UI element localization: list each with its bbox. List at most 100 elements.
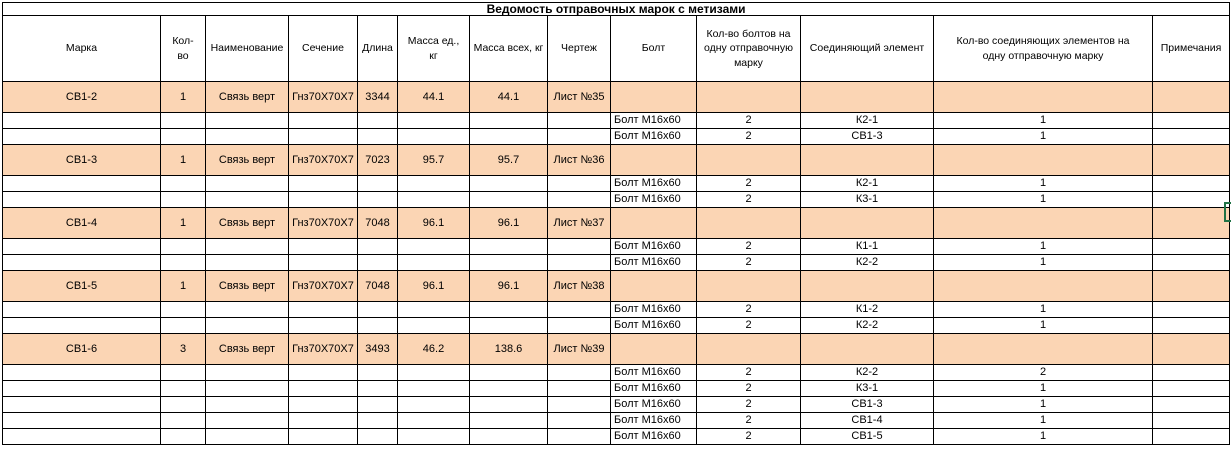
- cell-length[interactable]: [357, 191, 398, 208]
- cell-name[interactable]: [205, 380, 289, 397]
- cell-bolt[interactable]: Болт М16х60: [610, 238, 697, 255]
- cell-length[interactable]: [357, 238, 398, 255]
- cell-length[interactable]: 3493: [357, 333, 398, 365]
- cell-name[interactable]: [205, 396, 289, 413]
- cell-section[interactable]: [288, 128, 358, 145]
- cell-qty[interactable]: 1: [160, 270, 206, 302]
- cell-bolt[interactable]: [610, 81, 697, 113]
- cell-length[interactable]: 7023: [357, 144, 398, 176]
- cell-unit-mass[interactable]: 95.7: [397, 144, 470, 176]
- column-header-element[interactable]: Соединяющий элемент: [800, 15, 934, 82]
- cell-bolt-qty[interactable]: 2: [696, 428, 801, 445]
- column-header-section[interactable]: Сечение: [288, 15, 358, 82]
- cell-bolt[interactable]: Болт М16х60: [610, 112, 697, 129]
- cell-marka[interactable]: [2, 317, 161, 334]
- cell-length[interactable]: 7048: [357, 207, 398, 239]
- cell-element-qty[interactable]: [933, 207, 1153, 239]
- cell-note[interactable]: [1151, 428, 1231, 445]
- cell-bolt[interactable]: [610, 207, 697, 239]
- cell-bolt-qty[interactable]: 2: [696, 380, 801, 397]
- cell-sheet[interactable]: [547, 238, 611, 255]
- cell-marka[interactable]: [2, 412, 161, 429]
- cell-marka[interactable]: СВ1-3: [2, 144, 161, 176]
- cell-unit-mass[interactable]: [397, 364, 470, 381]
- cell-section[interactable]: [288, 175, 358, 192]
- cell-marka[interactable]: [2, 428, 161, 445]
- cell-length[interactable]: [357, 396, 398, 413]
- cell-total-mass[interactable]: [469, 412, 548, 429]
- cell-bolt[interactable]: Болт М16х60: [610, 412, 697, 429]
- cell-marka[interactable]: СВ1-6: [2, 333, 161, 365]
- cell-total-mass[interactable]: [469, 396, 548, 413]
- cell-name[interactable]: [205, 301, 289, 318]
- cell-bolt[interactable]: [610, 144, 697, 176]
- cell-element[interactable]: К2-1: [800, 112, 934, 129]
- cell-unit-mass[interactable]: [397, 238, 470, 255]
- cell-section[interactable]: [288, 254, 358, 271]
- cell-note[interactable]: [1151, 128, 1231, 145]
- cell-bolt-qty[interactable]: 2: [696, 396, 801, 413]
- cell-bolt[interactable]: Болт М16х60: [610, 175, 697, 192]
- cell-bolt-qty[interactable]: [696, 270, 801, 302]
- cell-bolt-qty[interactable]: 2: [696, 364, 801, 381]
- cell-unit-mass[interactable]: [397, 317, 470, 334]
- cell-section[interactable]: [288, 380, 358, 397]
- cell-bolt[interactable]: Болт М16х60: [610, 191, 697, 208]
- cell-sheet[interactable]: Лист №35: [547, 81, 611, 113]
- cell-name[interactable]: Связь верт: [205, 81, 289, 113]
- cell-total-mass[interactable]: 96.1: [469, 207, 548, 239]
- cell-name[interactable]: Связь верт: [205, 144, 289, 176]
- cell-note[interactable]: [1151, 207, 1231, 239]
- cell-qty[interactable]: 3: [160, 333, 206, 365]
- cell-element-qty[interactable]: [933, 270, 1153, 302]
- cell-sheet[interactable]: [547, 128, 611, 145]
- cell-bolt[interactable]: Болт М16х60: [610, 317, 697, 334]
- cell-element-qty[interactable]: 1: [933, 301, 1153, 318]
- cell-marka[interactable]: [2, 112, 161, 129]
- cell-qty[interactable]: [160, 364, 206, 381]
- cell-unit-mass[interactable]: [397, 175, 470, 192]
- cell-total-mass[interactable]: [469, 364, 548, 381]
- cell-note[interactable]: [1151, 191, 1231, 208]
- cell-length[interactable]: 7048: [357, 270, 398, 302]
- cell-marka[interactable]: [2, 254, 161, 271]
- cell-bolt[interactable]: Болт М16х60: [610, 380, 697, 397]
- cell-sheet[interactable]: [547, 396, 611, 413]
- cell-qty[interactable]: 1: [160, 144, 206, 176]
- cell-bolt-qty[interactable]: 2: [696, 412, 801, 429]
- cell-note[interactable]: [1151, 333, 1231, 365]
- cell-note[interactable]: [1151, 238, 1231, 255]
- cell-bolt-qty[interactable]: 2: [696, 301, 801, 318]
- cell-total-mass[interactable]: [469, 238, 548, 255]
- cell-unit-mass[interactable]: [397, 191, 470, 208]
- column-header-notes[interactable]: Примечания: [1151, 15, 1231, 82]
- cell-note[interactable]: [1151, 301, 1231, 318]
- cell-marka[interactable]: СВ1-2: [2, 81, 161, 113]
- cell-note[interactable]: [1151, 412, 1231, 429]
- column-header-qty[interactable]: Кол-во: [160, 15, 206, 82]
- cell-total-mass[interactable]: [469, 301, 548, 318]
- cell-bolt-qty[interactable]: 2: [696, 112, 801, 129]
- cell-section[interactable]: [288, 428, 358, 445]
- cell-qty[interactable]: [160, 301, 206, 318]
- cell-qty[interactable]: [160, 412, 206, 429]
- cell-qty[interactable]: 1: [160, 81, 206, 113]
- cell-length[interactable]: [357, 112, 398, 129]
- cell-qty[interactable]: [160, 317, 206, 334]
- cell-marka[interactable]: [2, 301, 161, 318]
- cell-name[interactable]: [205, 254, 289, 271]
- cell-bolt-qty[interactable]: 2: [696, 175, 801, 192]
- cell-length[interactable]: 3344: [357, 81, 398, 113]
- cell-name[interactable]: Связь верт: [205, 333, 289, 365]
- cell-section[interactable]: [288, 412, 358, 429]
- cell-marka[interactable]: СВ1-4: [2, 207, 161, 239]
- cell-element-qty[interactable]: 1: [933, 412, 1153, 429]
- cell-length[interactable]: [357, 317, 398, 334]
- cell-section[interactable]: Гнз70Х70Х7: [288, 144, 358, 176]
- cell-section[interactable]: [288, 191, 358, 208]
- column-header-marka[interactable]: Марка: [2, 15, 161, 82]
- cell-name[interactable]: [205, 128, 289, 145]
- cell-section[interactable]: Гнз70Х70Х7: [288, 81, 358, 113]
- column-header-bolt[interactable]: Болт: [610, 15, 697, 82]
- cell-element[interactable]: СВ1-5: [800, 428, 934, 445]
